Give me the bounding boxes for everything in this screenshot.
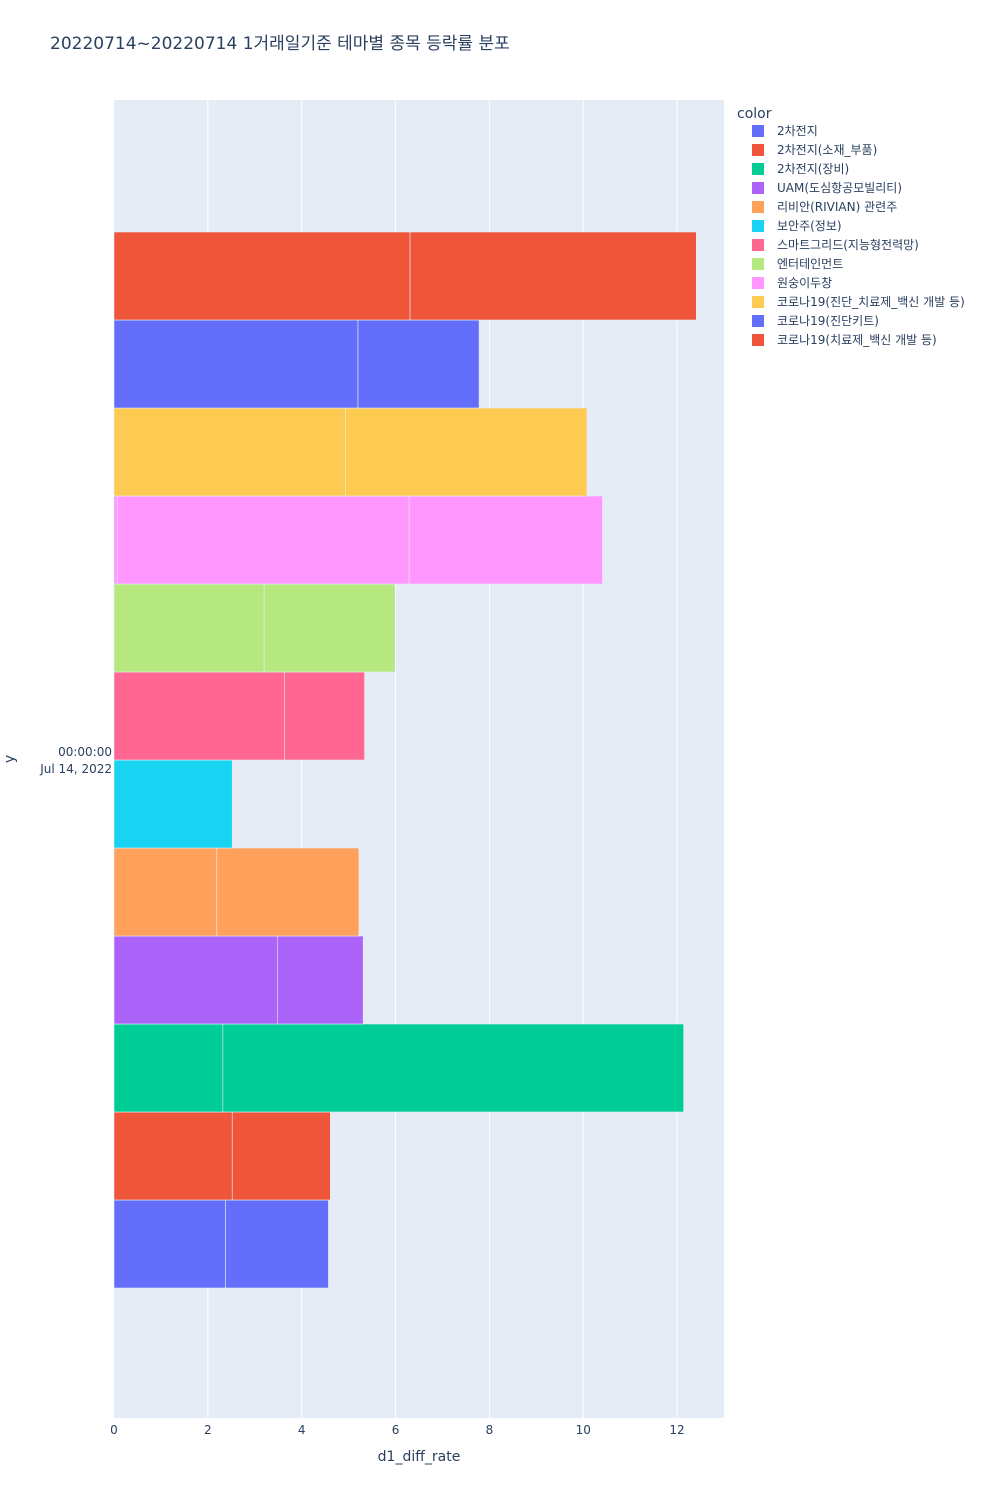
x-tick-label: 0 [110,1423,118,1437]
bar-segment [113,495,118,585]
legend-label: 스마트그리드(지능형전력망) [777,238,919,252]
bar-segment [408,495,603,585]
bar-segment [276,935,364,1025]
bar-segment [113,407,346,497]
legend-swatch [752,315,764,327]
bar-segment [216,847,360,937]
legend: 2차전지 2차전지(소재_부품) 2차전지(장비) UAM(도심항공모빌리티) 리비안(… [752,124,965,347]
bar-segment [113,1199,226,1289]
legend-item[interactable]: 2차전지(소재_부품) [752,143,877,157]
bar-segment [113,1111,233,1201]
bar-segment [113,759,233,849]
x-tick-label: 12 [669,1423,684,1437]
y-tick-label-date: Jul 14, 2022 [39,762,112,776]
bar-segment [116,495,410,585]
legend-label: 엔터테인먼트 [777,257,843,271]
x-axis-title: d1_diff_rate [378,1449,461,1465]
legend-item[interactable]: UAM(도심항공모빌리티) [752,181,902,195]
legend-item[interactable]: 엔터테인먼트 [752,257,843,271]
legend-item[interactable]: 리비안(RIVIAN) 관련주 [752,200,897,214]
chart-title: 20220714~20220714 1거래일기준 테마별 종목 등락률 분포 [50,34,510,54]
legend-swatch [752,258,764,270]
x-tick-labels: 0 2 4 6 8 10 12 [110,1423,685,1437]
x-tick-label: 4 [298,1423,306,1437]
legend-label: 보안주(정보) [777,219,842,233]
bar-segment [113,1023,224,1113]
bar-segment [231,1111,331,1201]
legend-swatch [752,296,764,308]
x-tick-label: 8 [486,1423,494,1437]
bar-segment [113,231,411,321]
legend-item[interactable]: 코로나19(치료제_백신 개발 등) [752,333,937,347]
bar-segment [409,231,697,321]
legend-swatch [752,201,764,213]
legend-swatch [752,163,764,175]
legend-item[interactable]: 원숭이두창 [752,276,832,290]
bar-segment [222,1023,684,1113]
legend-swatch [752,277,764,289]
legend-item[interactable]: 코로나19(진단_치료제_백신 개발 등) [752,295,965,309]
bar-segment [263,583,396,673]
legend-swatch [752,239,764,251]
legend-title: color [737,106,772,122]
bar-segment [345,407,588,497]
bar-segment [357,319,480,409]
legend-swatch [752,182,764,194]
legend-label: 2차전지(장비) [777,162,849,176]
legend-swatch [752,220,764,232]
x-tick-label: 2 [204,1423,212,1437]
legend-label: 2차전지 [777,124,818,138]
legend-label: 2차전지(소재_부품) [777,143,877,157]
bar-segment [113,935,278,1025]
x-tick-label: 6 [392,1423,400,1437]
bar-segment [113,583,265,673]
y-tick-label-time: 00:00:00 [58,745,112,759]
bar-segment [113,319,359,409]
x-tick-label: 10 [576,1423,591,1437]
legend-swatch [752,125,764,137]
bars [113,231,697,1289]
legend-item[interactable]: 보안주(정보) [752,219,842,233]
legend-label: 코로나19(치료제_백신 개발 등) [777,333,937,347]
legend-swatch [752,144,764,156]
legend-label: UAM(도심항공모빌리티) [777,181,902,195]
legend-item[interactable]: 코로나19(진단키트) [752,314,879,328]
legend-label: 코로나19(진단키트) [777,314,879,328]
bar-segment [284,671,365,761]
legend-item[interactable]: 2차전지 [752,124,818,138]
bar-segment [113,847,218,937]
legend-item[interactable]: 2차전지(장비) [752,162,849,176]
legend-label: 리비안(RIVIAN) 관련주 [777,200,897,214]
legend-label: 코로나19(진단_치료제_백신 개발 등) [777,295,965,309]
bar-segment [225,1199,329,1289]
bar-segment [113,671,285,761]
legend-label: 원숭이두창 [777,276,832,290]
legend-swatch [752,334,764,346]
legend-item[interactable]: 스마트그리드(지능형전력망) [752,238,919,252]
y-axis-title: y [2,755,18,763]
